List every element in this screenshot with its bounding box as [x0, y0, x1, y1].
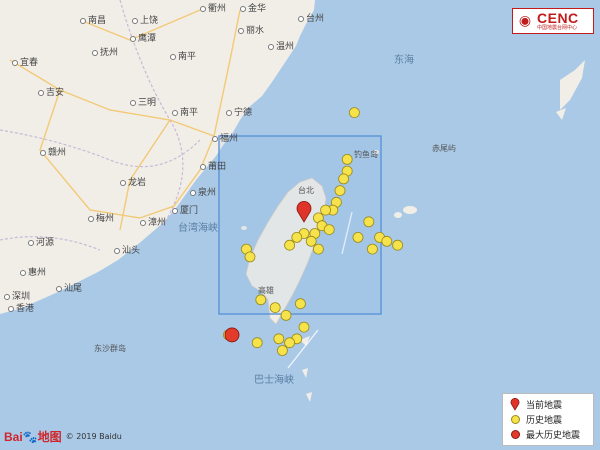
- city-label: 吉安: [38, 88, 64, 98]
- history-quake-marker[interactable]: [312, 243, 324, 255]
- logo-text: CENC: [537, 10, 579, 26]
- history-quake-marker[interactable]: [338, 173, 350, 185]
- legend-max: 最大历史地震: [508, 427, 588, 442]
- current-quake-pin[interactable]: [296, 200, 312, 223]
- sea-label: 台湾海峡: [178, 223, 218, 234]
- paw-icon: 🐾: [22, 430, 38, 444]
- history-quake-marker[interactable]: [291, 231, 303, 243]
- city-label: 龙岩: [120, 178, 146, 188]
- city-label: 钓鱼岛: [354, 150, 378, 159]
- city-label: 惠州: [20, 268, 46, 278]
- map-pin-icon: [508, 398, 522, 411]
- legend: 当前地震 历史地震 最大历史地震: [502, 393, 594, 446]
- history-quake-marker[interactable]: [381, 235, 393, 247]
- city-label: 福州: [212, 134, 238, 144]
- sea-label: 东海: [394, 55, 414, 66]
- city-label: 南平: [172, 108, 198, 118]
- city-label: 三明: [130, 98, 156, 108]
- city-label: 丽水: [238, 26, 264, 36]
- city-label: 赣州: [40, 148, 66, 158]
- city-label: 莆田: [200, 162, 226, 172]
- city-label: 汕头: [114, 246, 140, 256]
- city-label: 赤尾屿: [432, 144, 456, 153]
- history-quake-marker[interactable]: [284, 337, 296, 349]
- city-label: 河源: [28, 238, 54, 248]
- history-quake-marker[interactable]: [320, 204, 332, 216]
- cenc-logo: ◉ CENC 中国地震台网中心: [512, 8, 594, 34]
- history-quake-marker[interactable]: [341, 153, 353, 165]
- legend-history-label: 历史地震: [526, 416, 563, 426]
- baidu-attribution: Bai🐾地图 © 2019 Baidu: [4, 428, 122, 445]
- city-label: 台州: [298, 14, 324, 24]
- yellow-dot-icon: [508, 415, 522, 424]
- history-quake-marker[interactable]: [294, 298, 306, 310]
- sea-label: 巴士海峡: [254, 375, 294, 386]
- history-quake-marker[interactable]: [269, 302, 281, 314]
- city-label: 金华: [240, 4, 266, 14]
- island-label: 东沙群岛: [94, 344, 126, 353]
- city-label: 温州: [268, 42, 294, 52]
- red-dot-icon: [508, 430, 522, 439]
- history-quake-marker[interactable]: [255, 294, 267, 306]
- legend-history: 历史地震: [508, 412, 588, 427]
- city-label: 南昌: [80, 16, 106, 26]
- history-quake-marker[interactable]: [366, 243, 378, 255]
- history-quake-marker[interactable]: [276, 345, 288, 356]
- baidu-logo: Bai🐾地图: [4, 430, 62, 444]
- history-quake-marker[interactable]: [323, 224, 335, 236]
- history-quake-marker[interactable]: [352, 231, 364, 243]
- city-label: 泉州: [190, 188, 216, 198]
- copyright-text: © 2019 Baidu: [65, 432, 122, 441]
- city-label: 深圳: [4, 292, 30, 302]
- history-quake-marker[interactable]: [251, 337, 263, 349]
- history-quake-marker[interactable]: [244, 251, 256, 263]
- city-label: 宁德: [226, 108, 252, 118]
- cenc-seal-icon: ◉: [518, 13, 532, 29]
- logo-subtitle: 中国地震台网中心: [537, 25, 578, 31]
- city-label: 台北: [298, 186, 314, 195]
- history-quake-marker[interactable]: [334, 185, 346, 197]
- city-label: 漳州: [140, 218, 166, 228]
- city-label: 香港: [8, 304, 34, 314]
- history-quake-marker[interactable]: [298, 321, 310, 333]
- study-area-box: [218, 135, 382, 315]
- city-label: 衢州: [200, 4, 226, 14]
- legend-current: 当前地震: [508, 397, 588, 412]
- city-label: 南平: [170, 52, 196, 62]
- history-quake-marker[interactable]: [348, 107, 360, 118]
- history-quake-marker[interactable]: [273, 333, 285, 345]
- max-history-quake-marker[interactable]: [224, 327, 240, 343]
- city-label: 高雄: [258, 286, 274, 295]
- mainland-landmass: [0, 0, 315, 314]
- legend-current-label: 当前地震: [526, 401, 563, 411]
- quake-layer: [222, 107, 404, 356]
- legend-max-label: 最大历史地震: [526, 431, 581, 441]
- city-label: 鹰潭: [130, 34, 156, 44]
- city-label: 宜春: [12, 58, 38, 68]
- history-quake-marker[interactable]: [305, 235, 317, 247]
- history-quake-marker[interactable]: [363, 216, 375, 228]
- city-label: 厦门: [172, 206, 198, 216]
- city-label: 梅州: [88, 214, 114, 224]
- history-quake-marker[interactable]: [280, 309, 292, 321]
- city-label: 抚州: [92, 48, 118, 58]
- history-quake-marker[interactable]: [392, 239, 404, 251]
- city-label: 汕尾: [56, 284, 82, 294]
- history-quake-marker[interactable]: [284, 239, 296, 251]
- city-label: 上饶: [132, 16, 158, 26]
